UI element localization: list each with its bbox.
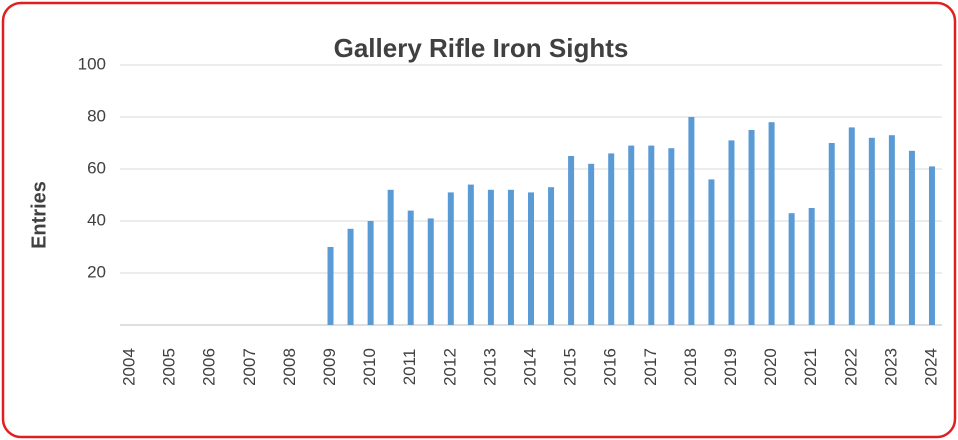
bar bbox=[327, 247, 334, 325]
bar bbox=[608, 153, 615, 325]
bar bbox=[387, 189, 394, 325]
bar bbox=[528, 192, 534, 325]
y-tick-label: 100 bbox=[78, 54, 106, 73]
x-tick-label: 2017 bbox=[641, 348, 660, 386]
bar bbox=[347, 228, 354, 325]
bar bbox=[507, 189, 514, 325]
x-tick-label: 2008 bbox=[280, 348, 299, 386]
bar bbox=[367, 221, 374, 325]
bar bbox=[688, 117, 695, 325]
x-tick-label: 2021 bbox=[801, 348, 820, 386]
x-tick-label: 2023 bbox=[881, 348, 900, 386]
y-tick-label: 80 bbox=[87, 106, 106, 125]
chart-title: Gallery Rifle Iron Sights bbox=[334, 33, 629, 63]
bar bbox=[708, 179, 715, 325]
bar bbox=[928, 166, 935, 325]
y-axis-label: Entries bbox=[28, 181, 50, 249]
bar bbox=[848, 127, 855, 326]
bar bbox=[407, 210, 414, 325]
bar bbox=[748, 130, 755, 325]
bar bbox=[588, 163, 595, 325]
x-tick-label: 2022 bbox=[841, 348, 860, 386]
bar bbox=[808, 208, 815, 325]
bar bbox=[487, 189, 494, 325]
bar bbox=[427, 218, 434, 325]
y-tick-label: 20 bbox=[87, 262, 106, 281]
bar bbox=[728, 140, 735, 325]
x-tick-label: 2016 bbox=[601, 348, 620, 386]
bar bbox=[628, 145, 635, 325]
bar bbox=[648, 145, 655, 325]
x-tick-label: 2009 bbox=[320, 348, 339, 386]
x-tick-label: 2004 bbox=[120, 348, 139, 386]
bar bbox=[568, 156, 575, 325]
x-tick-label: 2013 bbox=[480, 348, 499, 386]
bar bbox=[868, 137, 875, 325]
bar bbox=[888, 135, 895, 325]
x-tick-label: 2011 bbox=[400, 349, 419, 386]
bar bbox=[768, 122, 775, 325]
x-tick-label: 2019 bbox=[721, 348, 740, 386]
bar bbox=[908, 150, 915, 325]
x-tick-label: 2007 bbox=[240, 348, 259, 386]
x-tick-label: 2012 bbox=[440, 348, 459, 386]
bar bbox=[788, 213, 795, 325]
bar bbox=[548, 187, 555, 325]
bar bbox=[447, 192, 454, 325]
x-tick-label: 2024 bbox=[921, 348, 940, 386]
x-tick-label: 2010 bbox=[360, 348, 379, 386]
x-tick-label: 2020 bbox=[761, 348, 780, 386]
x-tick-label: 2015 bbox=[561, 348, 580, 386]
y-tick-label: 60 bbox=[87, 158, 106, 177]
x-tick-label: 2005 bbox=[160, 348, 179, 386]
x-tick-label: 2014 bbox=[520, 348, 539, 386]
x-tick-label: 2018 bbox=[681, 348, 700, 386]
x-tick-label: 2006 bbox=[200, 348, 219, 386]
y-tick-label: 40 bbox=[87, 210, 106, 229]
bar bbox=[828, 143, 835, 325]
bar bbox=[668, 148, 675, 325]
bar bbox=[467, 184, 474, 325]
